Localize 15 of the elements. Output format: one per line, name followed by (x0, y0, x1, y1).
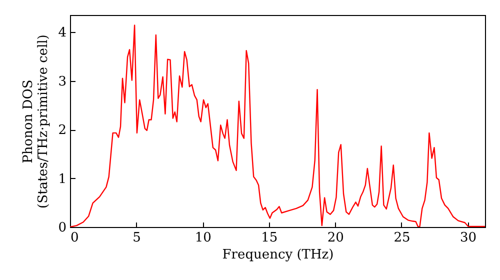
y-tick-label: 0 (58, 220, 66, 236)
y-axis-title: Phonon DOS (States/THz·primitive cell) (21, 34, 52, 209)
x-tick-label: 15 (261, 230, 278, 246)
y-tick-label: 4 (58, 26, 66, 41)
line-series (70, 24, 485, 227)
y-tick-label: 1 (58, 172, 66, 187)
x-tick-label: 0 (70, 230, 79, 246)
y-tick-label: 3 (58, 74, 66, 90)
x-tick-label: 25 (394, 230, 410, 246)
x-tick-label: 30 (460, 230, 477, 246)
x-tick-label: 10 (194, 230, 212, 246)
x-tick-label: 5 (132, 230, 141, 246)
y-tick-label: 2 (58, 123, 66, 138)
x-axis-title: Frequency (THz) (222, 248, 334, 262)
x-tick-label: 20 (327, 230, 344, 246)
